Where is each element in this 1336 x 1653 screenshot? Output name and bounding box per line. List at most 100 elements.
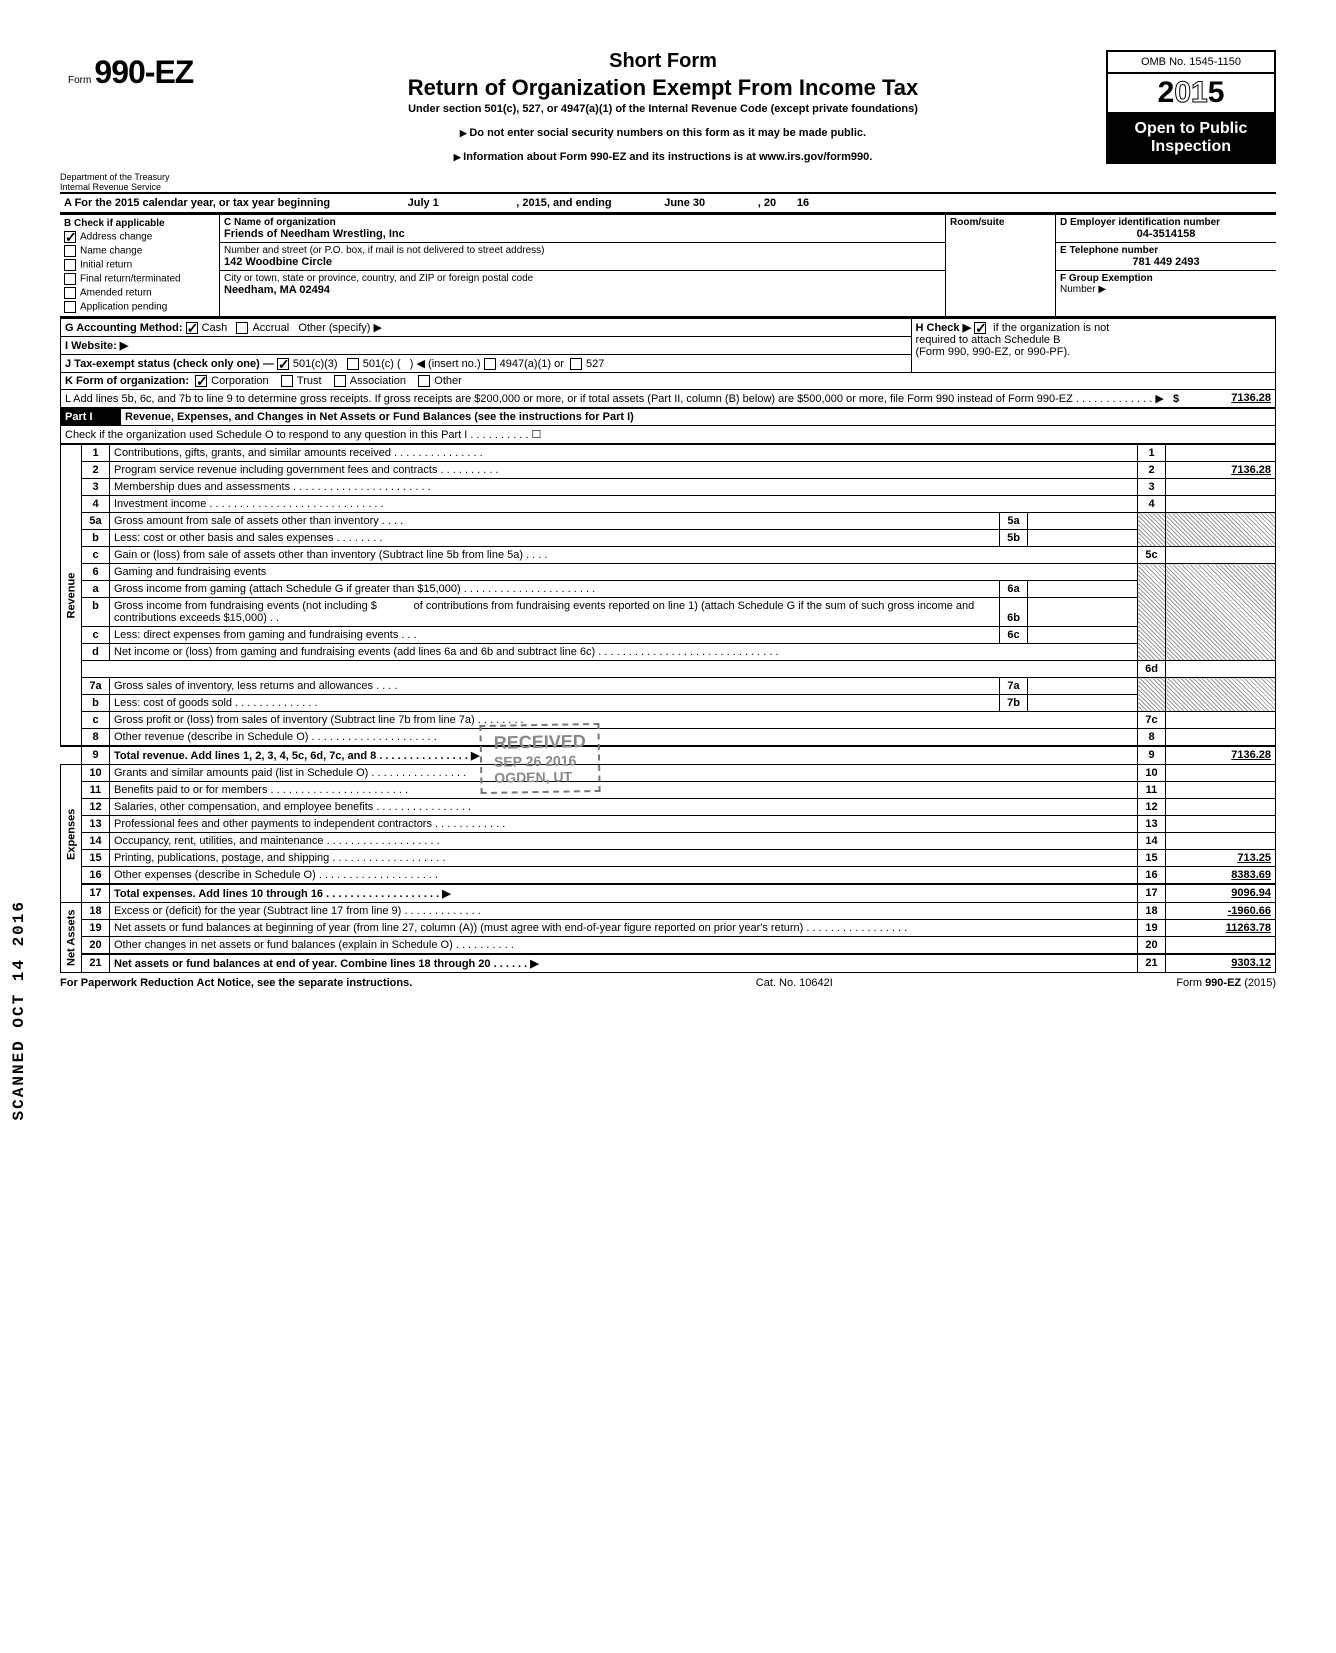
- return-title: Return of Organization Exempt From Incom…: [228, 75, 1098, 101]
- chk-application-pending[interactable]: Application pending: [64, 300, 215, 314]
- chk-label: Application pending: [80, 302, 167, 313]
- l6-text: Gaming and fundraising events: [110, 564, 1138, 581]
- period-prefix: A For the 2015 calendar year, or tax yea…: [64, 197, 330, 209]
- stamp-received: RECEIVED: [494, 731, 586, 754]
- chk-initial-return[interactable]: Initial return: [64, 258, 215, 272]
- street-label: Number and street (or P.O. box, if mail …: [224, 245, 941, 256]
- g-accrual: Accrual: [252, 322, 289, 334]
- chk-name-change[interactable]: Name change: [64, 244, 215, 258]
- cat-no: Cat. No. 10642I: [756, 977, 833, 989]
- phone-value: 781 449 2493: [1060, 256, 1272, 268]
- org-name: Friends of Needham Wrestling, Inc: [224, 228, 941, 240]
- section-k: K Form of organization: Corporation Trus…: [61, 373, 1276, 390]
- l11-text: Benefits paid to or for members . . . . …: [110, 782, 1138, 799]
- phone-label: E Telephone number: [1060, 245, 1272, 256]
- j-501c: 501(c) (: [363, 358, 401, 370]
- j-501c3-chk[interactable]: [277, 358, 289, 370]
- right-boxes: OMB No. 1545-1150 2015 Open to Public In…: [1106, 50, 1276, 164]
- j-4947-chk[interactable]: [484, 358, 496, 370]
- j-4947: 4947(a)(1) or: [500, 358, 564, 370]
- chk-amended[interactable]: Amended return: [64, 286, 215, 300]
- l6a-text: Gross income from gaming (attach Schedul…: [110, 581, 1000, 598]
- k-other: Other: [434, 375, 462, 387]
- section-g: G Accounting Method: Cash Accrual Other …: [61, 319, 912, 337]
- section-b: B Check if applicable Address change Nam…: [60, 215, 220, 316]
- l12-text: Salaries, other compensation, and employ…: [110, 799, 1138, 816]
- l9-amt: 7136.28: [1166, 746, 1276, 765]
- form-footer: Form 990-EZ (2015): [1176, 977, 1276, 989]
- group-exemption-label: F Group Exemption: [1060, 273, 1272, 284]
- info-area: B Check if applicable Address change Nam…: [60, 213, 1276, 318]
- form-header: Form 990-EZ Short Form Return of Organiz…: [60, 50, 1276, 164]
- h-label: H Check ▶: [916, 322, 972, 334]
- l10-text: Grants and similar amounts paid (list in…: [110, 765, 1138, 782]
- k-other-chk[interactable]: [418, 375, 430, 387]
- year-box: 2015: [1106, 74, 1276, 114]
- h-chk[interactable]: [974, 322, 986, 334]
- footer-row: For Paperwork Reduction Act Notice, see …: [60, 977, 1276, 989]
- form-number: 990-EZ: [94, 54, 193, 90]
- k-trust: Trust: [297, 375, 322, 387]
- period-year-suffix: , 20: [758, 197, 776, 209]
- form-word: Form: [68, 75, 91, 86]
- stamp-ogden: OGDEN, UT: [494, 768, 586, 786]
- g-cash-chk[interactable]: [186, 322, 198, 334]
- period-begin: July 1: [333, 197, 513, 209]
- l4-amt: [1166, 496, 1276, 513]
- j-501c-chk[interactable]: [347, 358, 359, 370]
- h-text2: required to attach Schedule B: [916, 334, 1061, 346]
- k-trust-chk[interactable]: [281, 375, 293, 387]
- k-assoc-chk[interactable]: [334, 375, 346, 387]
- l7a-text: Gross sales of inventory, less returns a…: [110, 678, 1000, 695]
- g-accrual-chk[interactable]: [236, 322, 248, 334]
- l15-text: Printing, publications, postage, and shi…: [110, 850, 1138, 867]
- section-i: I Website: ▶: [61, 337, 912, 355]
- period-row: A For the 2015 calendar year, or tax yea…: [60, 192, 1276, 213]
- l2-amt: 7136.28: [1166, 462, 1276, 479]
- l6b-text: Gross income from fundraising events (no…: [110, 598, 1000, 627]
- part1-header: Part I Revenue, Expenses, and Changes in…: [60, 408, 1276, 444]
- g-other: Other (specify) ▶: [298, 322, 382, 334]
- k-corp-chk[interactable]: [195, 375, 207, 387]
- paperwork-notice: For Paperwork Reduction Act Notice, see …: [60, 977, 412, 989]
- org-city: Needham, MA 02494: [224, 284, 941, 296]
- l1-text: Contributions, gifts, grants, and simila…: [110, 445, 1138, 462]
- chk-final-return[interactable]: Final return/terminated: [64, 272, 215, 286]
- ghijkl-table: G Accounting Method: Cash Accrual Other …: [60, 318, 1276, 408]
- dept-label: Department of the Treasury: [60, 172, 220, 182]
- period-end: June 30: [615, 197, 755, 209]
- info-line: Information about Form 990-EZ and its in…: [228, 151, 1098, 163]
- l21-text: Net assets or fund balances at end of ye…: [110, 954, 1138, 973]
- j-527-chk[interactable]: [570, 358, 582, 370]
- j-501c3: 501(c)(3): [293, 358, 338, 370]
- l20-text: Other changes in net assets or fund bala…: [110, 937, 1138, 955]
- lines-table: Revenue 1 Contributions, gifts, grants, …: [60, 444, 1276, 973]
- i-label: I Website: ▶: [65, 340, 128, 352]
- j-527: 527: [586, 358, 604, 370]
- vert-expenses: Expenses: [61, 765, 82, 903]
- chk-label: Amended return: [80, 288, 152, 299]
- l9-text: Total revenue. Add lines 1, 2, 3, 4, 5c,…: [110, 746, 1138, 765]
- g-label: G Accounting Method:: [65, 322, 183, 334]
- under-section: Under section 501(c), 527, or 4947(a)(1)…: [228, 103, 1098, 115]
- l-text: L Add lines 5b, 6c, and 7b to line 9 to …: [65, 393, 1164, 405]
- chk-address-change[interactable]: Address change: [64, 230, 215, 244]
- k-corp: Corporation: [211, 375, 268, 387]
- section-l: L Add lines 5b, 6c, and 7b to line 9 to …: [61, 390, 1276, 408]
- h-text1: if the organization is not: [993, 322, 1109, 334]
- irs-label: Internal Revenue Service: [60, 182, 220, 192]
- l2-text: Program service revenue including govern…: [110, 462, 1138, 479]
- l19-amt: 11263.78: [1166, 920, 1276, 937]
- section-j: J Tax-exempt status (check only one) — 5…: [61, 355, 912, 373]
- city-label: City or town, state or province, country…: [224, 273, 941, 284]
- l16-amt: 8383.69: [1166, 867, 1276, 885]
- part1-checkline: Check if the organization used Schedule …: [61, 426, 1276, 444]
- l-value: 7136.28: [1231, 392, 1271, 404]
- l14-text: Occupancy, rent, utilities, and maintena…: [110, 833, 1138, 850]
- l6d-text: Net income or (loss) from gaming and fun…: [110, 644, 1138, 661]
- l19-text: Net assets or fund balances at beginning…: [110, 920, 1138, 937]
- vert-revenue: Revenue: [61, 445, 82, 747]
- omb-number: OMB No. 1545-1150: [1106, 50, 1276, 74]
- org-street: 142 Woodbine Circle: [224, 256, 941, 268]
- period-year-end: 16: [779, 197, 809, 209]
